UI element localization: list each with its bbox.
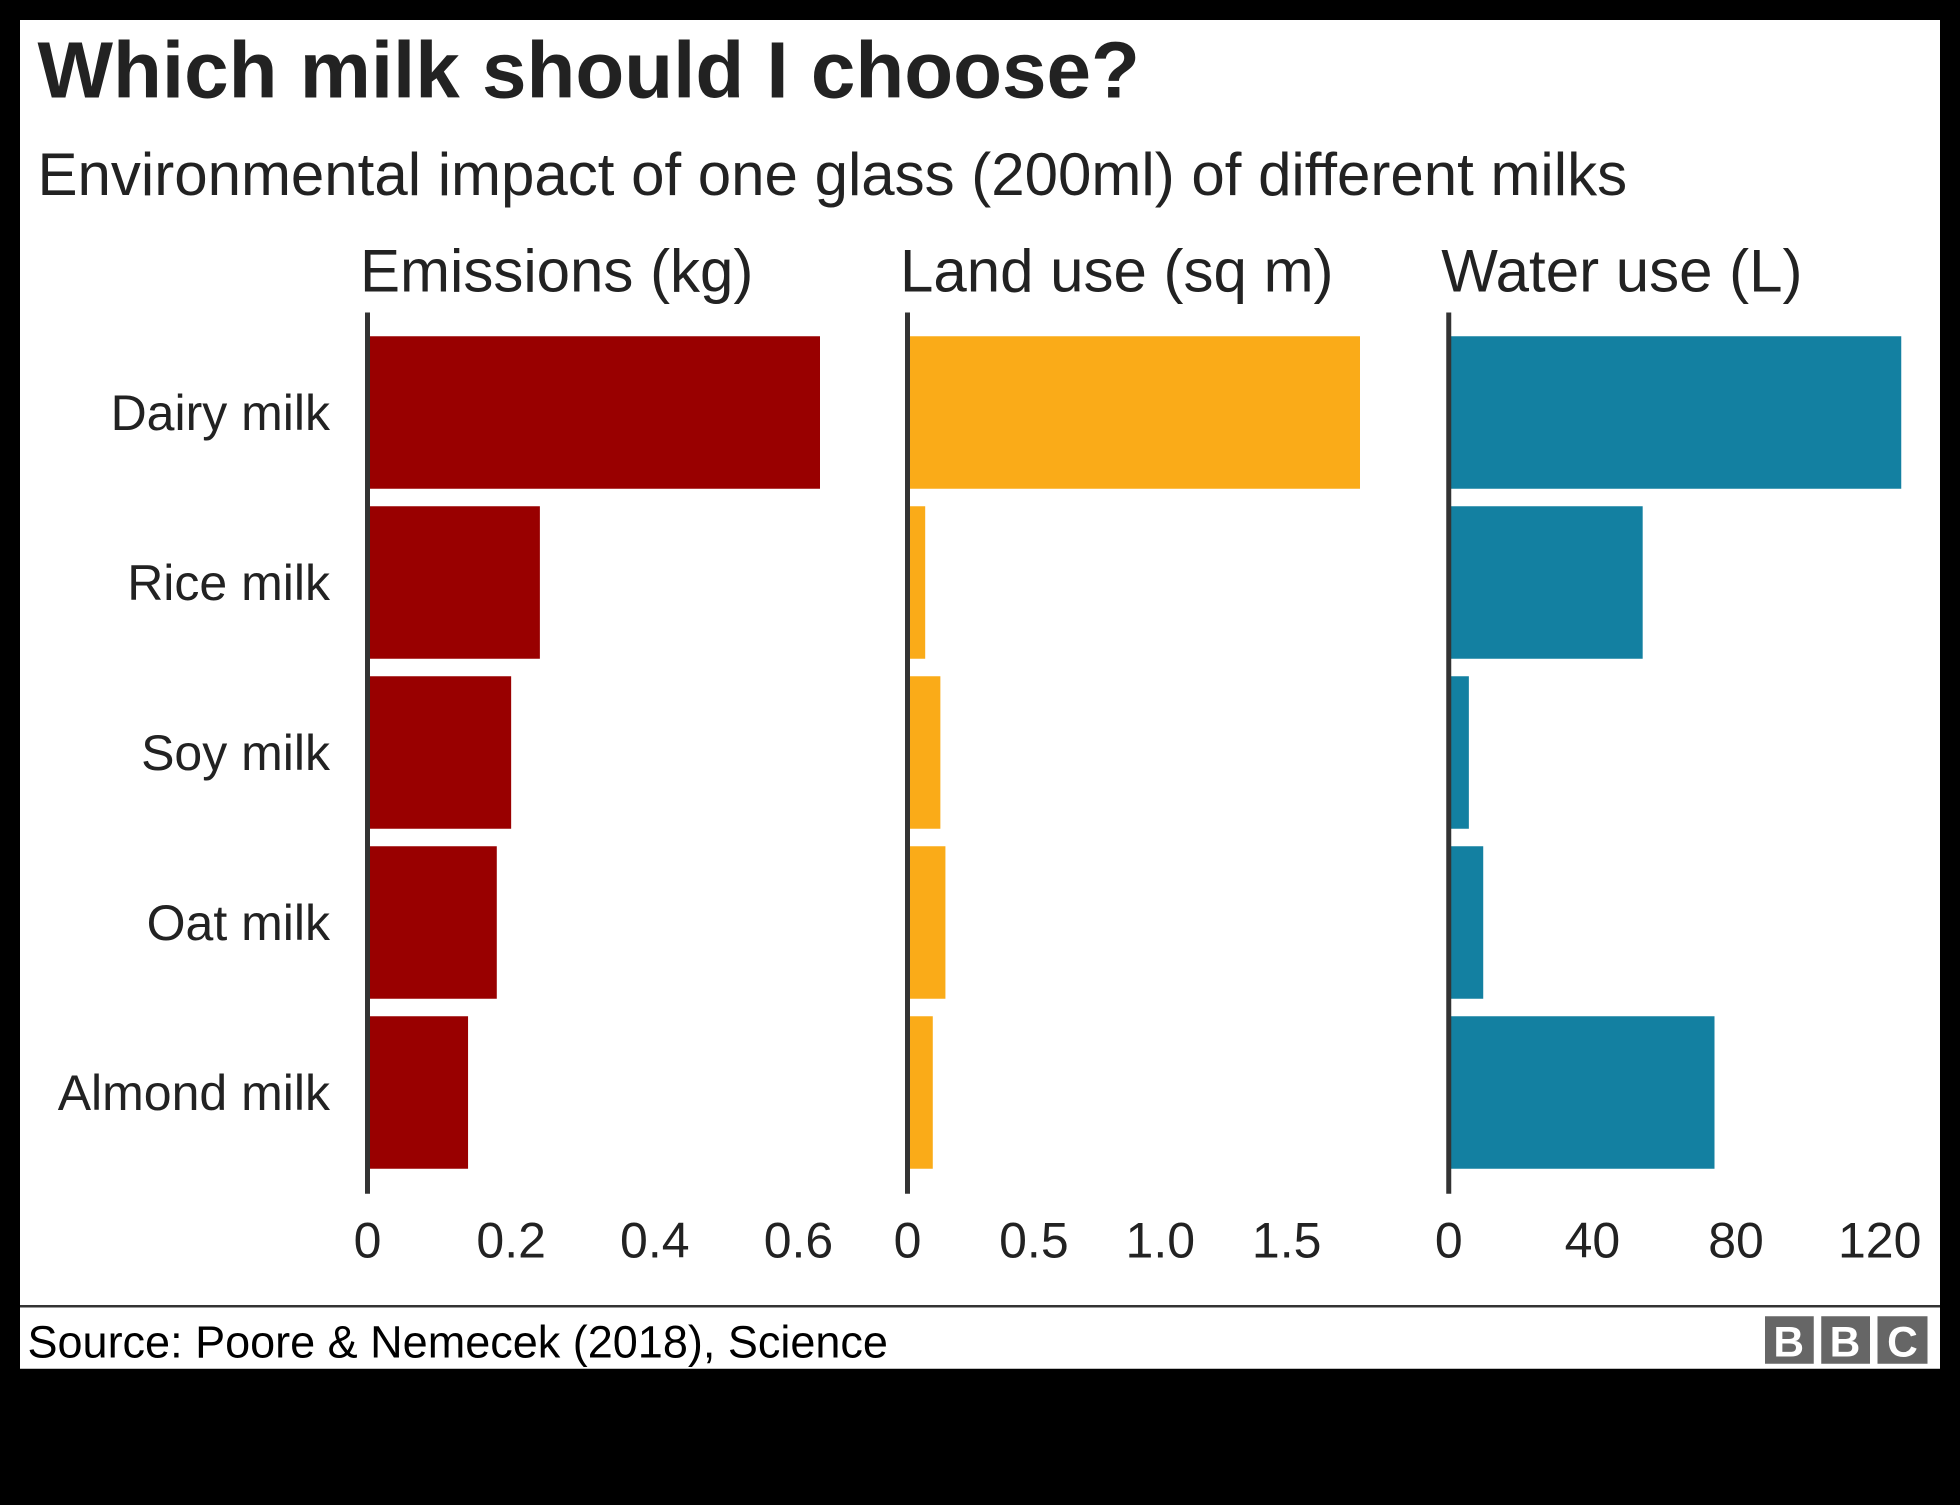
bbc-logo: B B C <box>1765 1316 1928 1366</box>
tick-label: 0 <box>894 1213 922 1269</box>
svg-text:B: B <box>1773 1319 1804 1366</box>
bar <box>907 676 941 829</box>
tick-label: 40 <box>1565 1213 1621 1269</box>
chart-subtitle: Environmental impact of one glass (200ml… <box>38 141 1628 208</box>
panel-0: Emissions (kg) 0 0.2 0.4 0.6 <box>354 237 834 1268</box>
source-text: Source: Poore & Nemecek (2018), Science <box>28 1317 888 1368</box>
tick-label: 0.5 <box>999 1213 1069 1269</box>
bar <box>907 1016 933 1169</box>
bar <box>367 336 820 489</box>
bar <box>1448 336 1902 489</box>
tick-label: 120 <box>1838 1213 1921 1269</box>
panel-title: Land use (sq m) <box>900 237 1334 304</box>
category-label: Oat milk <box>147 895 331 951</box>
category-label: Almond milk <box>58 1065 331 1121</box>
bar <box>907 846 946 999</box>
bar <box>367 1016 469 1169</box>
bar <box>367 506 540 659</box>
tick-label: 0 <box>354 1213 382 1269</box>
chart-title: Which milk should I choose? <box>38 26 1140 115</box>
category-label: Dairy milk <box>111 385 331 441</box>
panel-title: Emissions (kg) <box>360 237 753 304</box>
svg-text:B: B <box>1830 1319 1861 1366</box>
category-label: Rice milk <box>127 555 331 611</box>
tick-label: 1.5 <box>1252 1213 1322 1269</box>
tick-label: 80 <box>1708 1213 1764 1269</box>
bar <box>1448 676 1469 829</box>
tick-label: 0.2 <box>476 1213 546 1269</box>
tick-label: 0 <box>1435 1213 1463 1269</box>
bar <box>367 846 497 999</box>
tick-label: 0.6 <box>764 1213 834 1269</box>
bar <box>367 676 512 829</box>
bar <box>1448 846 1484 999</box>
bar <box>907 336 1360 489</box>
category-label: Soy milk <box>141 725 331 781</box>
svg-text:C: C <box>1887 1319 1918 1366</box>
bar <box>1448 1016 1715 1169</box>
bar <box>907 506 926 659</box>
panel-1: Land use (sq m) 0 0.5 1.0 1.5 <box>894 237 1360 1269</box>
tick-label: 0.4 <box>620 1213 690 1269</box>
bar <box>1448 506 1643 659</box>
panel-title: Water use (L) <box>1441 237 1802 304</box>
panel-2: Water use (L) 0 40 80 120 <box>1435 237 1922 1268</box>
tick-label: 1.0 <box>1126 1213 1196 1269</box>
